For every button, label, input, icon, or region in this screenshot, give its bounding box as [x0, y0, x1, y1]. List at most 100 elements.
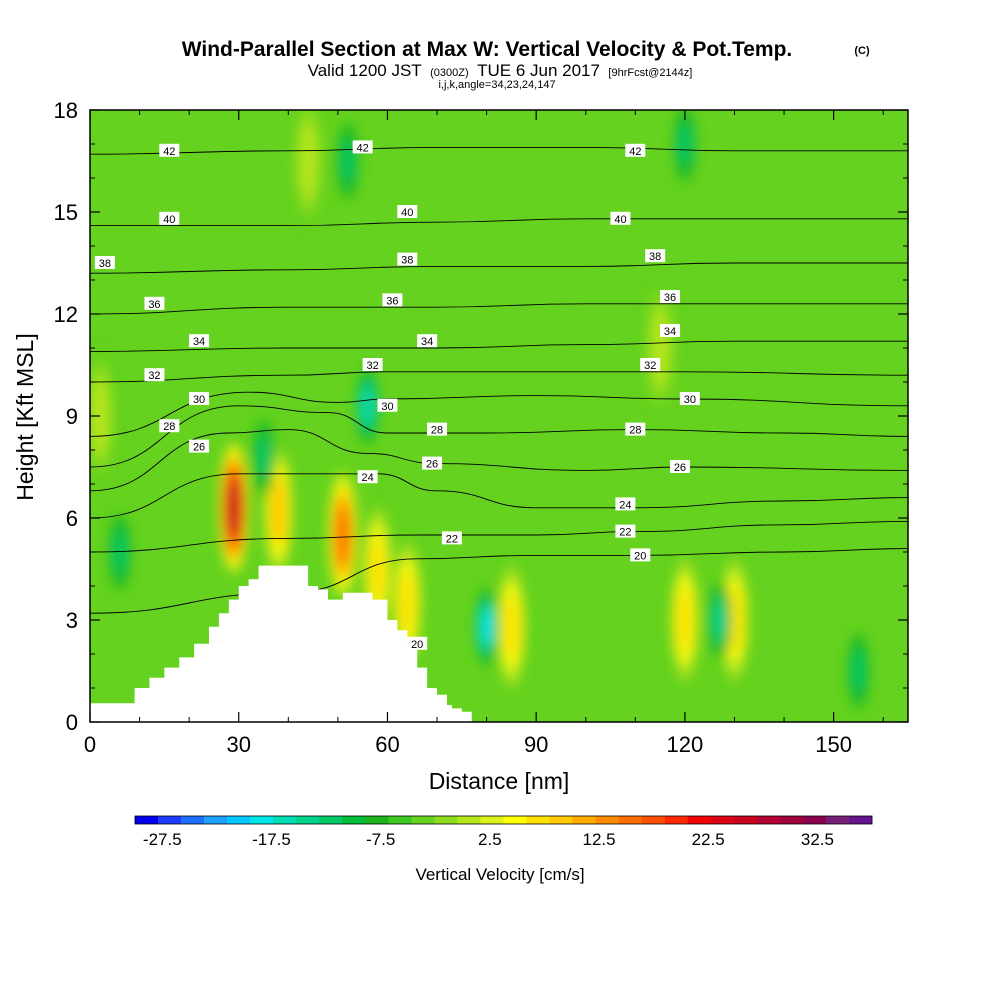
colorbar-swatch [595, 816, 619, 824]
y-tick-label: 15 [54, 200, 78, 225]
y-axis-label: Height [Kft MSL] [12, 333, 38, 500]
contour-label: 36 [660, 290, 681, 304]
x-tick-label: 150 [815, 732, 852, 757]
colorbar-swatch [618, 816, 642, 824]
contour-label: 22 [441, 531, 462, 545]
colorbar-swatch [457, 816, 481, 824]
theta-contour-42 [90, 146, 908, 155]
theta-contour-36 [90, 303, 908, 315]
contour-label-text: 26 [426, 459, 438, 471]
velocity-level [362, 387, 374, 425]
y-tick-label: 3 [66, 608, 78, 633]
contour-label-text: 34 [421, 336, 433, 348]
velocity-level [299, 121, 318, 201]
contour-label: 28 [427, 422, 448, 437]
colorbar-swatch [388, 816, 412, 824]
contour-label-text: 30 [193, 394, 205, 406]
copyright-mark: (C) [854, 45, 870, 57]
valid-utc: (0300Z) [430, 67, 469, 79]
colorbar-swatch [480, 816, 504, 824]
x-axis: 0 30 60 90 120 150 [84, 110, 884, 757]
contour-label: 32 [144, 368, 165, 382]
colorbar-swatch [572, 816, 596, 824]
contour-label: 42 [352, 140, 373, 154]
velocity-level [651, 308, 670, 388]
contour-label: 32 [640, 358, 661, 372]
colorbar-swatch [273, 816, 297, 824]
contour-label: 26 [189, 439, 210, 454]
colorbar-swatch [848, 816, 873, 824]
colorbar-swatch [503, 816, 527, 824]
valid-date: TUE 6 Jun 2017 [477, 61, 600, 80]
contour-label: 24 [615, 497, 636, 511]
colorbar-swatch [342, 816, 366, 824]
x-axis-label: Distance [nm] [429, 768, 570, 794]
velocity-level [341, 140, 354, 182]
contour-label: 38 [645, 249, 666, 263]
contour-label-text: 26 [193, 442, 205, 454]
contour-label: 20 [630, 548, 651, 562]
contour-label: 30 [189, 392, 210, 406]
contour-label-text: 38 [99, 258, 111, 270]
updraft-feature [495, 556, 528, 697]
contour-label-text: 36 [664, 292, 676, 304]
colorbar [134, 815, 873, 825]
downdraft-feature [251, 416, 276, 497]
colorbar-swatch [526, 816, 550, 824]
contour-label-text: 20 [634, 550, 646, 562]
downdraft-feature [355, 365, 380, 446]
x-tick-label: 120 [667, 732, 704, 757]
colorbar-swatch [733, 816, 758, 824]
updraft-feature [217, 437, 250, 578]
contour-label-text: 22 [619, 527, 631, 539]
contour-label-text: 38 [401, 255, 413, 267]
downdraft-feature [335, 121, 360, 201]
theta-contour-38 [90, 262, 908, 274]
colorbar-tick-label: 12.5 [582, 830, 615, 849]
colorbar-tick-label: 2.5 [478, 830, 502, 849]
velocity-level [113, 531, 126, 573]
colorbar-swatch [319, 816, 343, 824]
theta-contour-24 [90, 473, 908, 519]
colorbar-swatch [227, 816, 251, 824]
contour-label: 34 [660, 324, 681, 338]
contour-label: 42 [625, 143, 646, 158]
colorbar-tick-label: 22.5 [692, 830, 725, 849]
contour-label: 34 [189, 334, 210, 348]
velocity-level [399, 570, 415, 636]
colorbar-swatch [549, 816, 573, 824]
colorbar-frame [134, 815, 873, 825]
colorbar-swatch [710, 816, 735, 824]
colorbar-ticks: -27.5 -17.5 -7.5 2.5 12.5 22.5 32.5 [143, 830, 834, 849]
contour-label-text: 30 [381, 401, 393, 413]
x-tick-label: 30 [226, 732, 250, 757]
velocity-level [271, 480, 286, 543]
valid-prefix: Valid 1200 JST [308, 61, 422, 80]
velocity-level [713, 600, 726, 640]
colorbar-label: Vertical Velocity [cm/s] [415, 865, 584, 884]
downdraft-feature [707, 580, 732, 660]
chart-title-block: Wind-Parallel Section at Max W: Vertical… [182, 38, 870, 91]
chart-title: Wind-Parallel Section at Max W: Vertical… [182, 38, 793, 61]
theta-contour-28 [90, 405, 908, 468]
updraft-feature [292, 110, 325, 231]
plot-area: 42 42 42 40 40 40 38 38 38 36 36 36 34 34 34 32 32 32 30 30… [90, 110, 908, 722]
theta-contour-34 [90, 340, 908, 352]
contour-label: 28 [625, 422, 646, 437]
contour-label-text: 20 [411, 639, 423, 651]
contour-label-text: 34 [664, 326, 676, 338]
colorbar-swatch [641, 816, 666, 824]
colorbar-tick-label: -27.5 [143, 830, 182, 849]
contour-label: 26 [669, 460, 690, 474]
velocity-level [370, 536, 385, 602]
downdraft-feature [846, 631, 871, 711]
velocity-level [677, 587, 693, 653]
contour-label-text: 42 [629, 146, 641, 158]
contour-label: 40 [610, 211, 631, 226]
potential-temperature-contours [90, 146, 908, 614]
colorbar-swatch [802, 816, 827, 824]
contour-label: 36 [144, 296, 165, 311]
contour-label-text: 40 [163, 214, 175, 226]
colorbar-swatch [204, 816, 228, 824]
contour-label-text: 32 [366, 360, 378, 372]
